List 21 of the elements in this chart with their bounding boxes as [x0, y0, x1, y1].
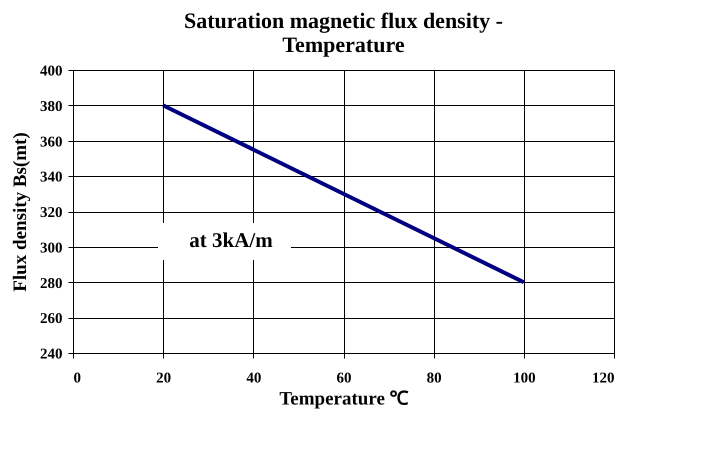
- y-tick-label: 260: [40, 311, 62, 328]
- text: Saturation magnetic flux density -: [184, 8, 503, 33]
- x-axis-title: Temperature ℃: [279, 388, 409, 410]
- x-tick-label: 100: [513, 370, 536, 386]
- y-axis-title: Flux density Bs(mt): [10, 132, 31, 292]
- y-tick-label: 240: [40, 346, 62, 362]
- y-tick-label: 300: [40, 240, 62, 256]
- y-tick-label: 320: [40, 205, 62, 221]
- x-tick-label: 80: [426, 370, 442, 386]
- x-tick-label: 120: [592, 370, 614, 386]
- text: Temperature: [282, 32, 405, 57]
- y-tick-label: 380: [40, 98, 62, 115]
- y-tick-label: 400: [40, 64, 62, 80]
- y-tick-label: 280: [40, 276, 62, 292]
- y-tick-label: 340: [40, 170, 62, 186]
- y-tick-label: 360: [40, 134, 62, 150]
- x-tick-label: 60: [336, 370, 352, 386]
- x-tick-label: 20: [156, 370, 172, 386]
- x-tick-label: 40: [246, 370, 262, 386]
- annotation: at 3kA/m: [189, 228, 274, 252]
- x-tick-label: 0: [74, 370, 81, 386]
